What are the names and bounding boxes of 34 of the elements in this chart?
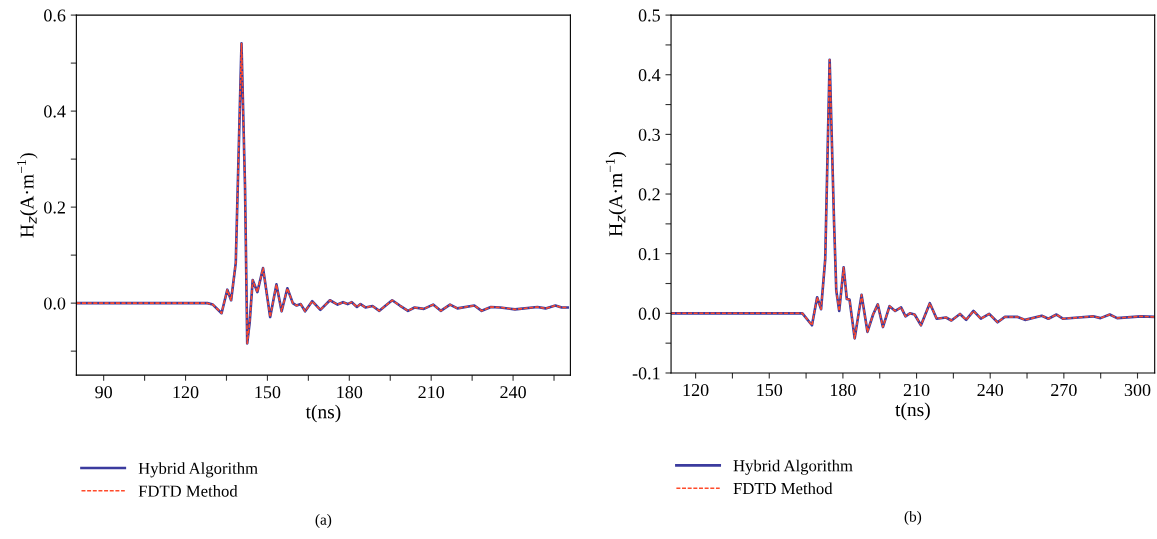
x-tick-label: 240 xyxy=(977,383,1004,397)
text: (b) xyxy=(904,511,922,525)
legend-label: Hybrid Algorithm xyxy=(733,459,853,475)
x-tick-label: 150 xyxy=(255,386,281,399)
text: (a) xyxy=(315,514,332,528)
x-tick-label: 90 xyxy=(95,386,112,399)
x-tick-label: 150 xyxy=(757,383,783,397)
x-tick-label: 300 xyxy=(1124,383,1151,397)
x-tick-label: 180 xyxy=(830,383,856,397)
x-axis-title: t(ns) xyxy=(305,404,341,423)
x-tick-label: 240 xyxy=(500,386,526,399)
x-axis-title: t(ns) xyxy=(895,402,930,421)
y-tick-label: 0.5 xyxy=(638,9,660,22)
x-tick-label: 120 xyxy=(173,386,199,399)
legend-label: FDTD Method xyxy=(733,482,833,495)
y-tick-label: 0.0 xyxy=(638,307,660,320)
y-tick-label: 0.2 xyxy=(638,188,660,201)
legend-label: FDTD Method xyxy=(138,485,238,497)
x-tick-label: 210 xyxy=(903,383,930,397)
x-tick-label: 270 xyxy=(1051,383,1077,397)
legend-label: Hybrid Algorithm xyxy=(138,462,258,478)
y-tick-label: 0.6 xyxy=(44,9,66,22)
y-tick-label: 0.3 xyxy=(638,128,660,141)
y-tick-label: -0.1 xyxy=(632,367,660,380)
x-tick-label: 210 xyxy=(418,386,445,399)
y-tick-label: 0.1 xyxy=(638,247,660,261)
y-axis-title: H$_{z}$(A·m$^{−1}$) xyxy=(605,152,627,237)
x-tick-label: 180 xyxy=(337,386,363,399)
y-tick-label: 0.4 xyxy=(44,105,66,118)
y-tick-label: 0.4 xyxy=(638,69,661,82)
y-axis-title: H$_{z}$(A·m$^{−1}$) xyxy=(17,153,38,238)
x-tick-label: 120 xyxy=(683,383,709,397)
y-tick-label: 0.0 xyxy=(44,297,66,310)
y-tick-label: 0.2 xyxy=(44,201,65,214)
